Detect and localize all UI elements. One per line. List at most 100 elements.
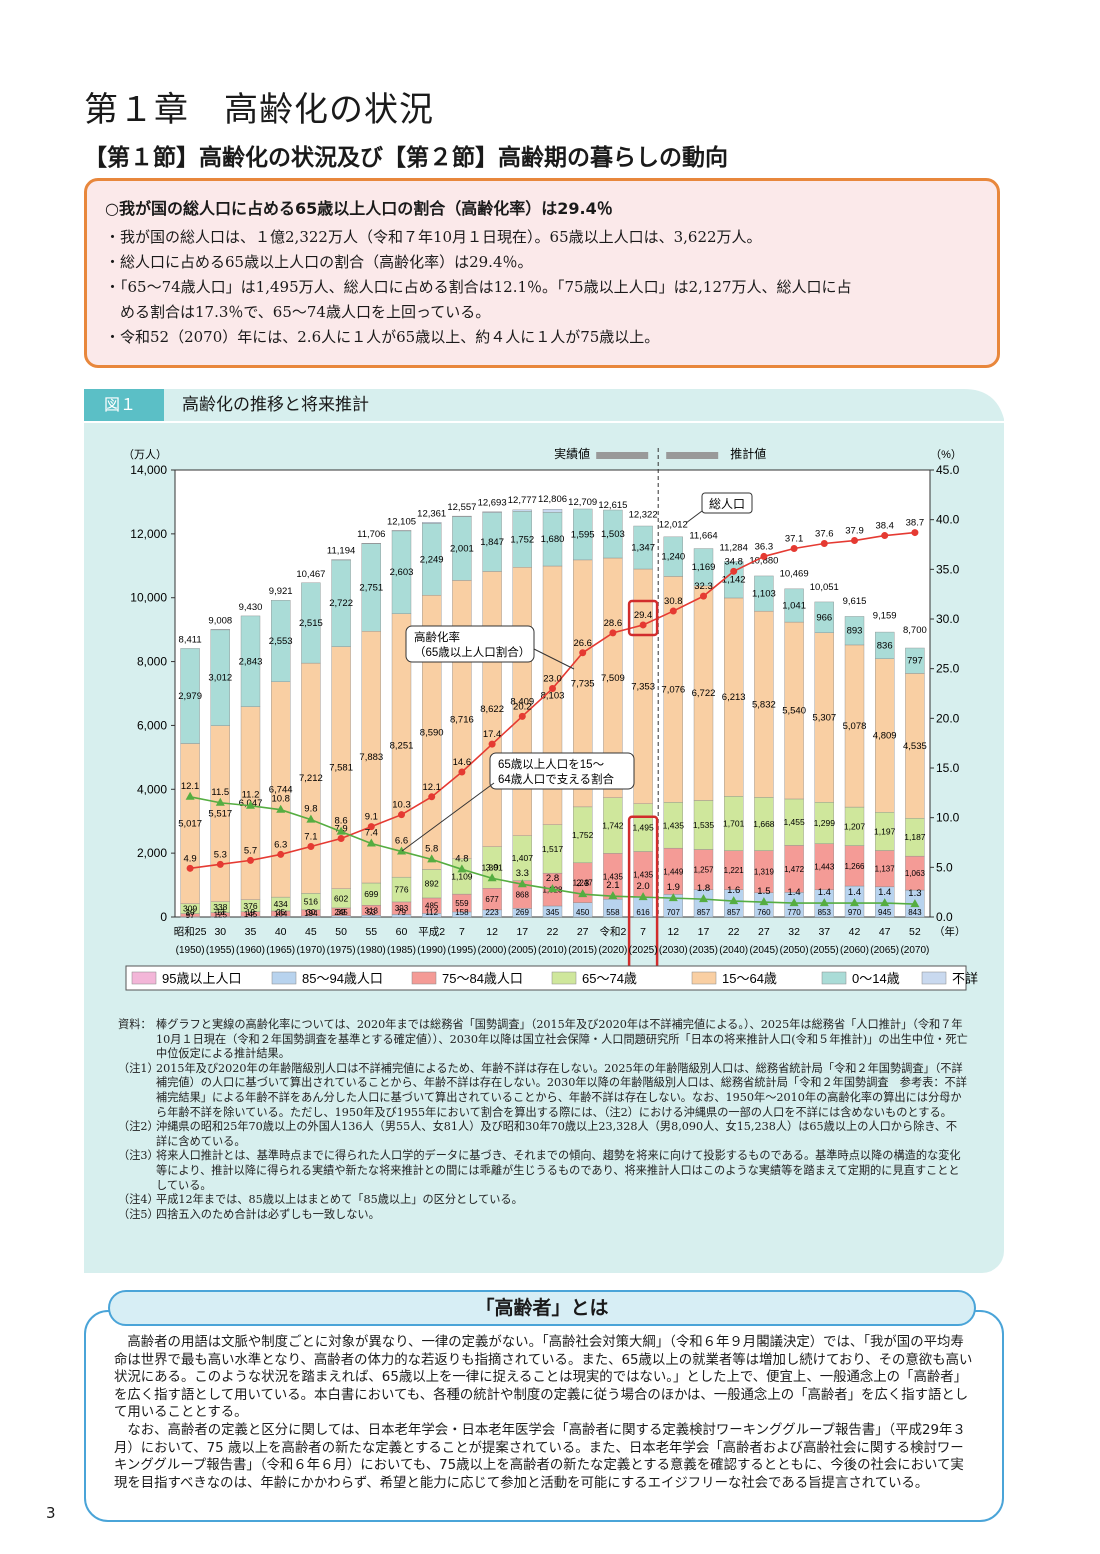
- bar-value-label: 7,735: [571, 678, 595, 689]
- bar-value-label: 25: [276, 908, 285, 917]
- x-tick-label: 12: [486, 926, 498, 938]
- support-ratio-point: [880, 898, 890, 907]
- summary-bullet: める割合は17.3％で、65～74歳人口を上回っている。: [120, 303, 491, 321]
- bar-total-label: 8,411: [179, 634, 202, 645]
- legend-swatch: [271, 971, 297, 985]
- bar-value-label: 1,435: [663, 820, 685, 830]
- aging-rate-label: 12.1: [422, 782, 441, 793]
- support-ratio-label: 2.0: [636, 881, 649, 892]
- x-year-label: (1965): [266, 945, 295, 956]
- bar-segment: [905, 647, 925, 674]
- support-ratio-label: 2.3: [576, 878, 589, 889]
- bar-value-label: 164: [274, 910, 288, 919]
- aging-rate-point: [307, 842, 315, 850]
- note: 資料： 棒グラフと実線の高齢化率については、2020年までは総務省「国勢調査」（2…: [118, 1018, 968, 1062]
- bar-value-label: 945: [878, 908, 892, 917]
- bar-value-label: 450: [576, 908, 590, 917]
- support-ratio-point: [699, 894, 708, 903]
- summary-bullet: ・総人口に占める65歳以上人口の割合（高齢化率）は29.4％。: [105, 253, 533, 271]
- x-unit-label: （年）: [934, 925, 966, 938]
- bar-total-label: 12,012: [659, 519, 688, 530]
- x-tick-label: 7: [640, 926, 646, 938]
- bar-value-label: 1,221: [724, 866, 745, 875]
- bar-total-label: 12,806: [538, 494, 567, 505]
- bar-value-label: 857: [727, 908, 741, 917]
- support-ratio-label: 3.9: [485, 862, 498, 873]
- support-ratio-label: 5.8: [425, 843, 438, 854]
- aging-rate-label: 5.3: [214, 849, 227, 860]
- support-ratio-point: [910, 899, 920, 908]
- x-year-label: (1990): [417, 945, 446, 956]
- x-year-label: (1950): [176, 945, 205, 956]
- support-ratio-point: [578, 889, 588, 898]
- note-text: 将来人口推計とは、基準時点までに得られた人口学的データに基づき、それまでの傾向、…: [156, 1149, 961, 1192]
- bar-value-label: 8,103: [541, 690, 565, 701]
- bar-value-label: 269: [516, 908, 530, 917]
- bar-value-label: 966: [816, 612, 832, 623]
- bar-value-label: 376: [243, 901, 257, 911]
- support-ratio-label: 1.4: [848, 887, 861, 898]
- aging-rate-point: [337, 835, 345, 843]
- definition-title: 「高齢者」とは: [108, 1290, 976, 1326]
- aging-rate-label: 7.1: [304, 831, 317, 842]
- bar-value-label: 313: [365, 906, 379, 915]
- x-tick-label: 27: [758, 926, 770, 938]
- aging-rate-label: 37.1: [785, 533, 804, 544]
- x-year-label: (2045): [749, 945, 778, 956]
- note: （注1） 2015年及び2020年の年齢階級別人口は不詳補完値によるため、年齢不詳…: [118, 1062, 968, 1120]
- bar-value-label: 2,722: [329, 598, 353, 609]
- aging-rate-label: 5.7: [244, 845, 257, 856]
- bar-value-label: 2,843: [239, 656, 263, 667]
- bar-value-label: 194: [304, 909, 318, 918]
- callout-rate-box: [405, 625, 535, 663]
- x-tick-label: 平成2: [418, 926, 445, 938]
- aging-rate-label: 32.3: [694, 581, 713, 592]
- bar-value-label: 797: [907, 656, 923, 667]
- bar-value-label: 19: [246, 908, 255, 917]
- support-ratio-label: 1.4: [818, 887, 831, 898]
- aging-rate-label: 28.6: [604, 618, 623, 629]
- bar-value-label: 1,109: [451, 871, 473, 881]
- note-label: （注1）: [118, 1061, 159, 1075]
- x-tick-label: 17: [698, 926, 710, 938]
- y-left-tick-label: 4,000: [137, 782, 167, 796]
- bar-value-label: 345: [546, 908, 560, 917]
- bar-value-label: 1,742: [602, 821, 624, 831]
- legend-swatch: [691, 971, 717, 985]
- aging-rate-label: 6.3: [274, 839, 287, 850]
- bar-total-label: 10,051: [810, 582, 839, 593]
- support-ratio-label: 1.8: [697, 883, 710, 894]
- bar-value-label: 1,299: [814, 818, 836, 828]
- bar-value-label: 1,247: [573, 879, 594, 888]
- x-tick-label: 32: [788, 926, 800, 938]
- legend-label: 85～94歳人口: [302, 971, 383, 986]
- definition-body: 高齢者の用語は文脈や制度ごとに対象が異なり、一律の定義がない。「高齢社会対策大綱…: [114, 1334, 974, 1492]
- highlight-2025-rate: [627, 599, 659, 637]
- x-year-label: (2055): [810, 945, 839, 956]
- bar-value-label: 843: [908, 908, 922, 917]
- bar-segment: [422, 522, 442, 524]
- y-right-tick-label: 25.0: [936, 662, 960, 676]
- bar-value-label: 1,472: [784, 865, 805, 874]
- support-ratio-point: [819, 898, 829, 907]
- bar-total-label: 12,322: [629, 510, 658, 521]
- bar-total-label: 9,430: [239, 602, 263, 613]
- bar-total-label: 10,469: [780, 569, 809, 580]
- legend-swatch: [821, 971, 847, 985]
- x-tick-label: 12: [667, 926, 679, 938]
- summary-bullet: ・「65～74歳人口」は1,495万人、総人口に占める割合は12.1％。「75歳…: [105, 278, 852, 296]
- aging-rate-point: [488, 740, 496, 748]
- bar-total-label: 12,709: [568, 497, 597, 508]
- bar-value-label: 1,668: [753, 819, 775, 829]
- aging-rate-point: [820, 540, 828, 548]
- bar-segment: [784, 588, 804, 623]
- x-tick-label: 47: [879, 926, 891, 938]
- x-year-label: (2070): [900, 945, 929, 956]
- bar-value-label: 1,443: [814, 863, 835, 872]
- bar-value-label: 97: [186, 911, 195, 920]
- definition-paragraph: 高齢者の用語は文脈や制度ごとに対象が異なり、一律の定義がない。「高齢社会対策大綱…: [114, 1335, 973, 1421]
- bar-segment: [754, 575, 774, 612]
- bar-value-label: 5,517: [208, 809, 232, 820]
- support-ratio-point: [638, 892, 648, 901]
- x-tick-label: 60: [396, 926, 408, 938]
